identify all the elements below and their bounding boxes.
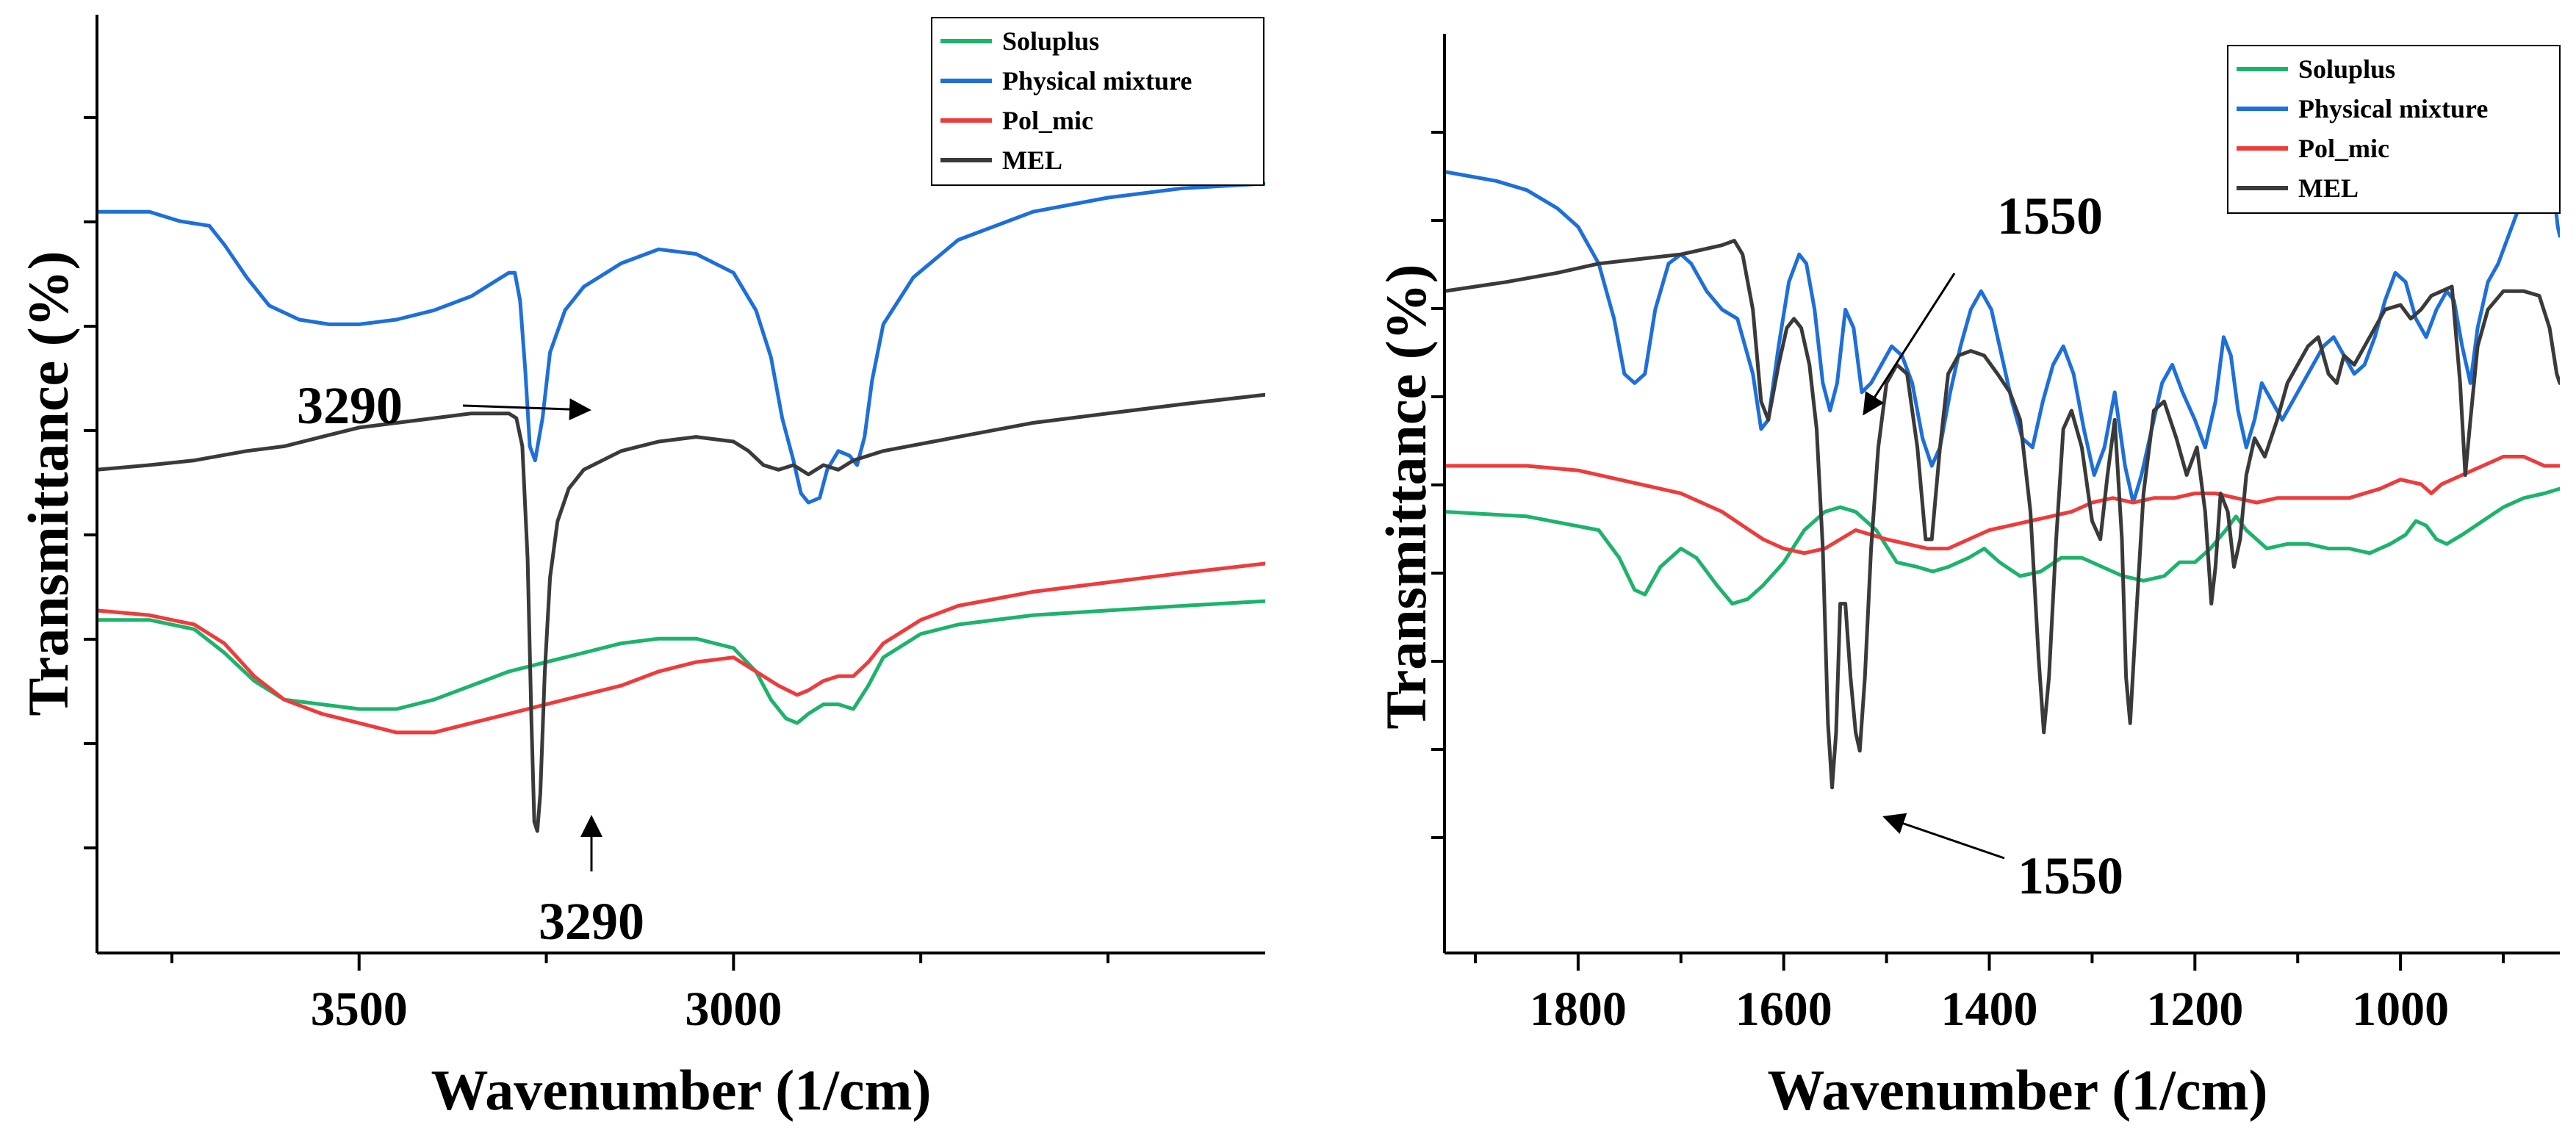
annotation-label: 3290 — [539, 892, 644, 951]
legend: Soluplus Physical mixture Pol_mic MEL — [931, 17, 1264, 186]
legend-label: MEL — [1002, 145, 1062, 175]
x-tick-label: 1800 — [1530, 982, 1627, 1036]
legend-box — [931, 17, 1264, 186]
series-group — [1444, 151, 2560, 790]
legend-label: Soluplus — [1002, 26, 1099, 56]
x-tick-label: 1200 — [2146, 982, 2243, 1036]
legend-label: Physical mixture — [2298, 94, 2488, 123]
x-tick-label: 1000 — [2352, 982, 2449, 1036]
series-line-mel — [97, 392, 1265, 833]
series-line-physical-mixture — [1444, 151, 2560, 505]
x-tick-label: 3000 — [685, 982, 782, 1036]
y-axis-title: Transmittance (%) — [1374, 264, 1438, 729]
chart-panel-1: 3500 3000 Wavenumber (1/cm) Transmittance (… — [16, 15, 1265, 1122]
legend-label: Soluplus — [2298, 54, 2395, 84]
legend-label: MEL — [2298, 173, 2359, 203]
annotation-arrow — [1863, 273, 1956, 416]
legend-box — [2227, 45, 2561, 214]
y-axis-title: Transmittance (%) — [16, 251, 80, 716]
annotation-label: 1550 — [1997, 187, 2103, 245]
series-line-soluplus — [97, 599, 1265, 725]
legend-label: Pol_mic — [2298, 134, 2389, 163]
series-group — [97, 181, 1265, 833]
series-line-pol-mic — [1444, 455, 2560, 555]
series-line-soluplus — [1444, 486, 2560, 606]
series-line-pol-mic — [97, 561, 1265, 735]
legend-label: Physical mixture — [1002, 66, 1192, 96]
legend-label: Pol_mic — [1002, 106, 1093, 135]
legend: Soluplus Physical mixture Pol_mic MEL — [2227, 45, 2561, 214]
x-tick-label: 3500 — [311, 982, 408, 1036]
x-tick-label: 1400 — [1941, 982, 2038, 1036]
annotation-label: 3290 — [297, 376, 403, 435]
series-line-mel — [1444, 239, 2560, 790]
x-axis-title: Wavenumber (1/cm) — [431, 1058, 932, 1122]
series-line-physical-mixture — [97, 181, 1265, 505]
x-axis-title: Wavenumber (1/cm) — [1768, 1058, 2268, 1122]
annotation-label: 1550 — [2018, 846, 2123, 905]
x-tick-label: 1600 — [1735, 982, 1832, 1036]
annotation-arrow — [462, 398, 591, 421]
annotation-arrow — [1882, 813, 2005, 860]
chart-panel-2: 1800 1600 1400 1200 1000 Wavenumber (1/cm) Tra… — [1374, 34, 2561, 1122]
